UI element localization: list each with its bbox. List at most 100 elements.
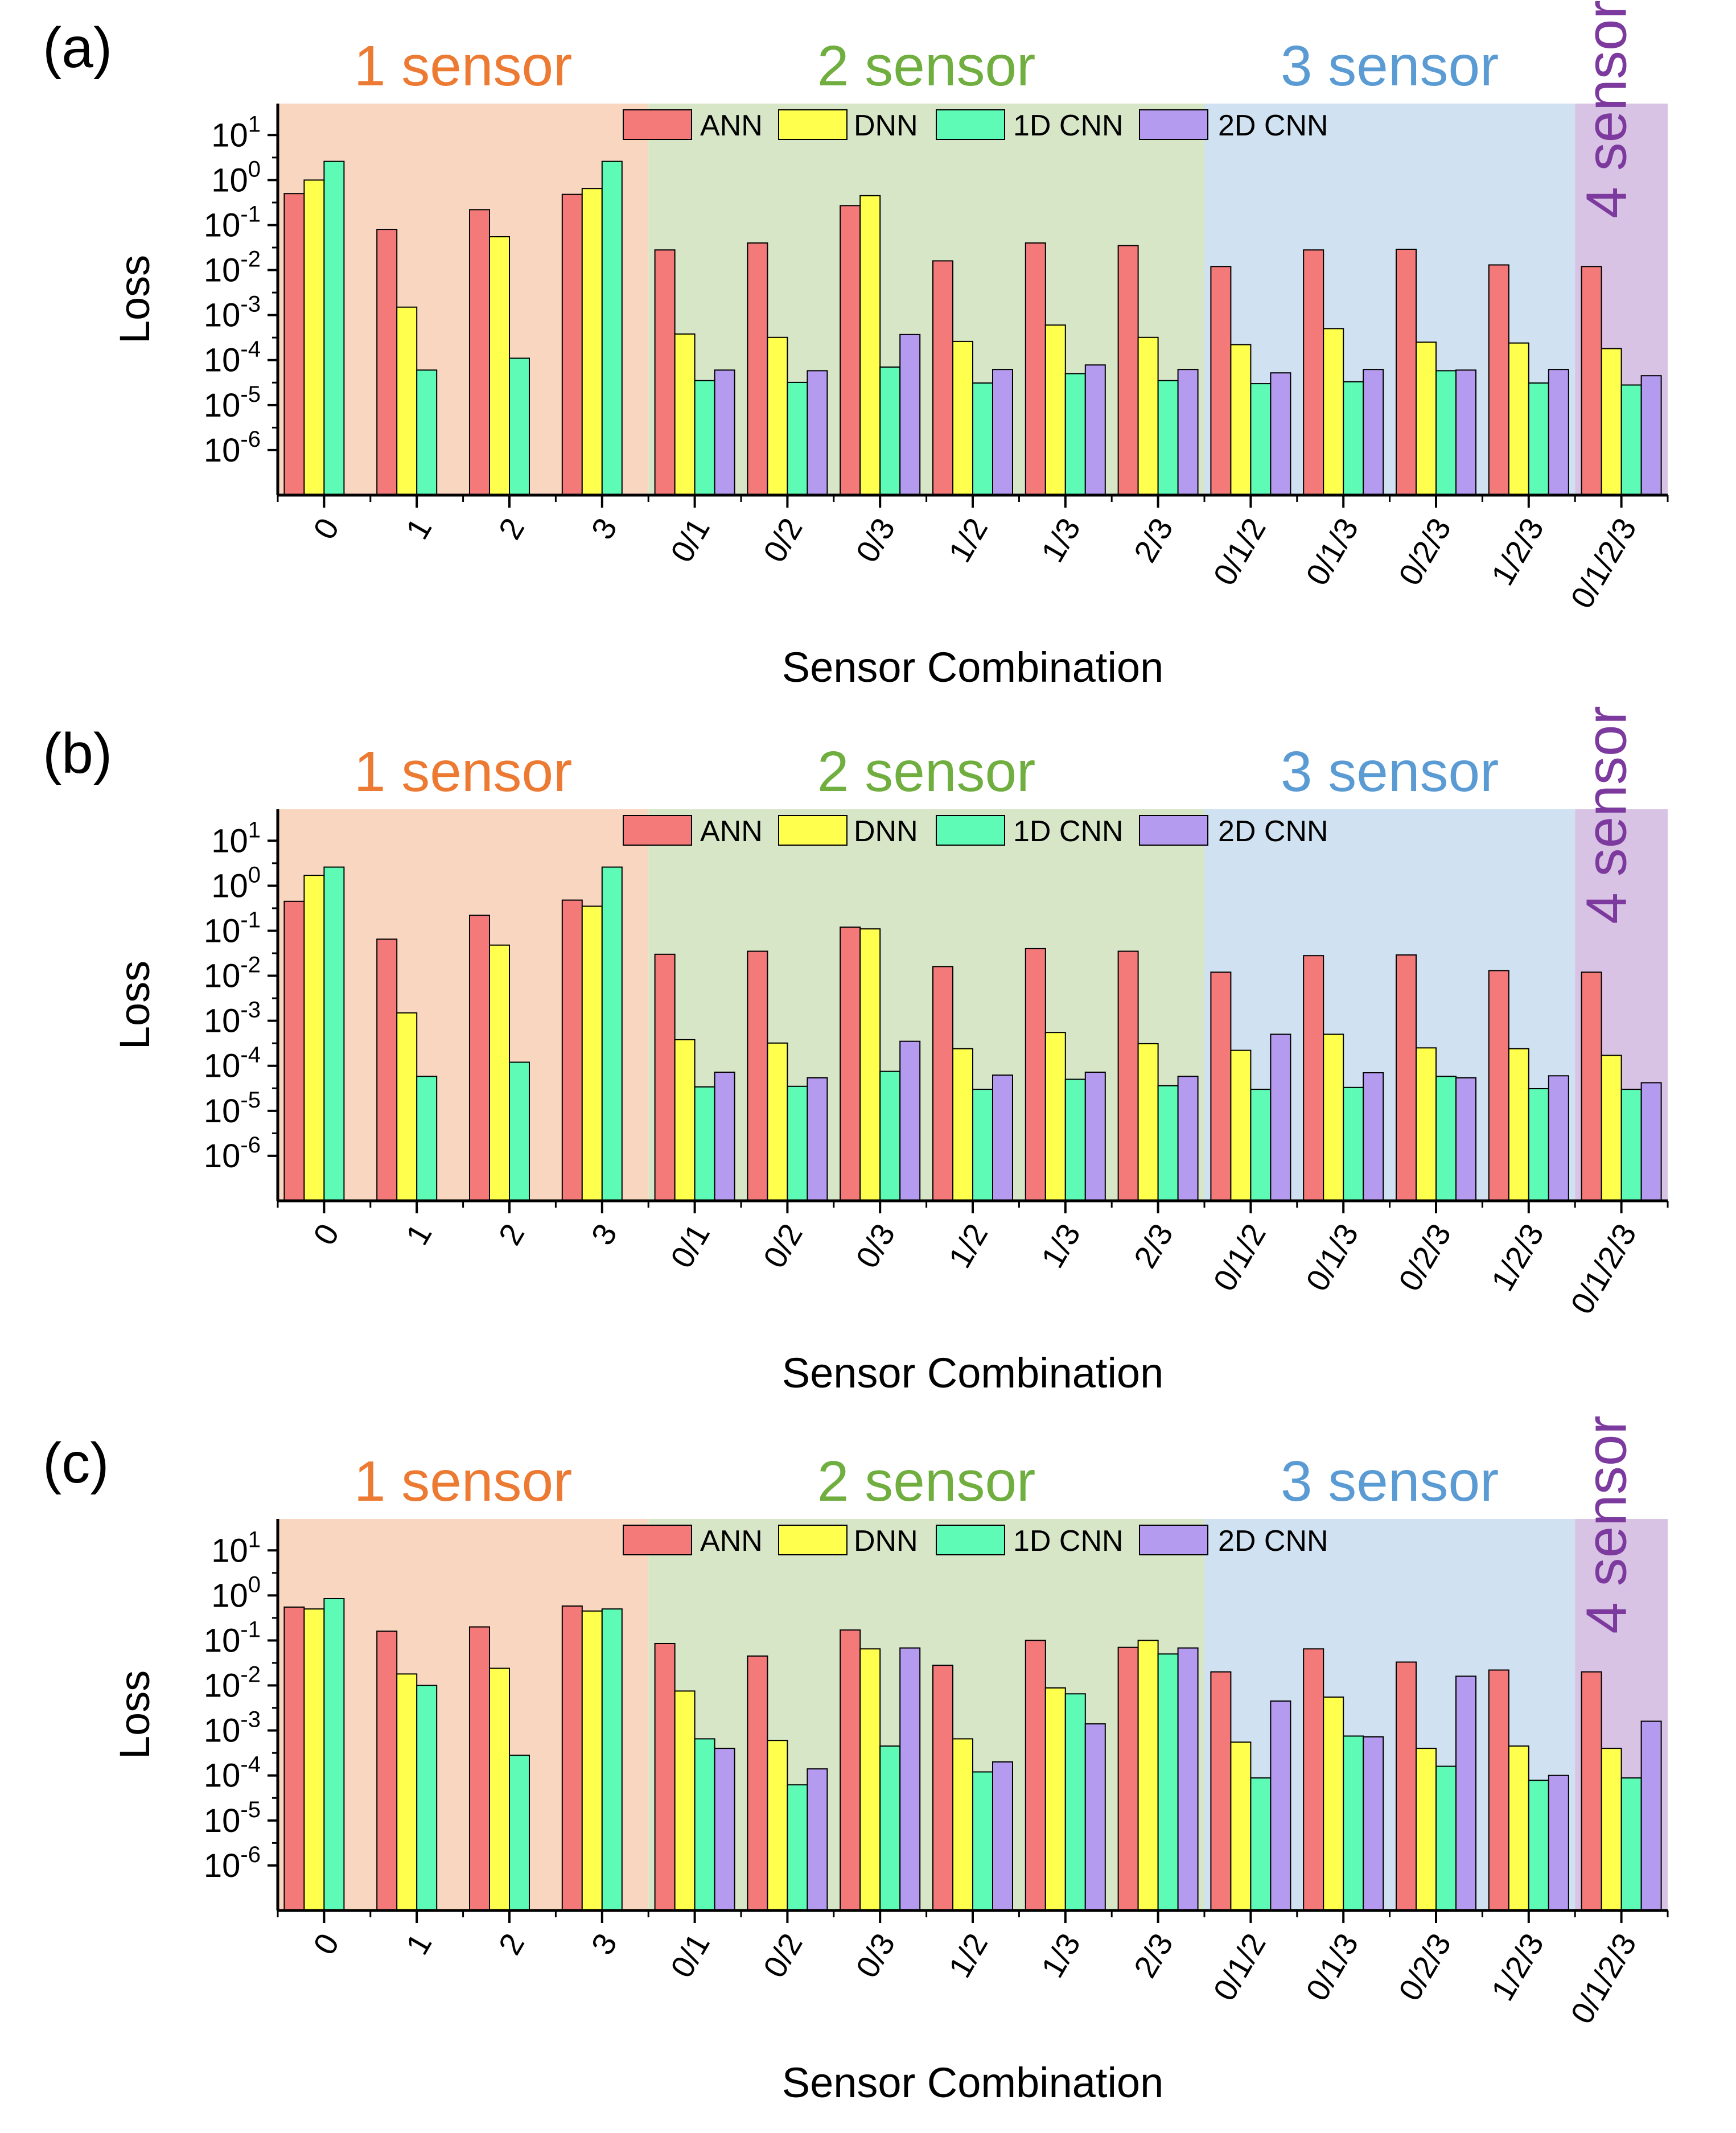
bar [747,1655,768,1911]
bar [1137,1043,1159,1202]
bar [1416,1047,1437,1201]
bar [1548,369,1569,496]
bar [323,160,345,496]
bar [767,1740,788,1911]
legend-swatch [1139,1525,1208,1555]
bar [581,905,603,1201]
legend-swatch [623,815,692,846]
bar [1435,1765,1457,1911]
y-tick-label: 10-4 [204,337,261,379]
bar [396,1012,418,1201]
bar [674,1039,696,1202]
bar [1044,1687,1066,1911]
legend-label: 2D CNN [1218,815,1328,848]
region-label: 1 sensor [354,740,573,804]
legend-swatch [623,1525,692,1555]
bar [489,236,510,496]
panel-label: (c) [43,1431,109,1495]
bar [1137,336,1159,496]
region-label: 3 sensor [1281,34,1499,98]
bar [1581,1671,1602,1911]
bar [932,260,953,496]
bar [1396,1661,1417,1911]
bar [1581,971,1602,1201]
bar [1363,1736,1384,1912]
panel-label: (b) [43,722,112,785]
bar [1363,1072,1384,1201]
bar [509,1755,530,1912]
bar [283,1606,305,1911]
region-background [648,1519,1204,1910]
legend-label: 1D CNN [1013,1525,1124,1558]
y-tick-label: 10-2 [204,1662,261,1704]
legend-swatch [1139,815,1208,846]
bar [469,915,490,1201]
bar [1488,1669,1509,1911]
x-axis-title: Sensor Combination [782,644,1163,691]
bar [1270,1033,1291,1202]
chart-panel-1: (a) 1 sensor 2 sensor 3 sensor 4 sensor10110… [43,0,1669,691]
bar [303,1608,325,1911]
bar [1620,1089,1642,1201]
bar [1137,1640,1159,1911]
bar [561,1605,583,1912]
region-label: 3 sensor [1281,1450,1499,1513]
legend-swatch [778,109,848,140]
bar [747,242,768,496]
bar [1210,971,1232,1201]
bar [1620,384,1642,496]
bar [992,1074,1013,1202]
bar [1230,1049,1252,1201]
bar [840,927,861,1201]
bar [1343,1086,1364,1201]
bar [714,1748,735,1911]
bar [1601,1748,1622,1911]
bar [859,195,881,496]
bar [581,188,603,496]
bar [899,1647,921,1911]
chart-panel-2: (b) 1 sensor 2 sensor 3 sensor 4 sensor10110… [43,706,1669,1397]
bar [1528,1780,1549,1911]
bar [879,1070,901,1201]
legend-swatch [936,1525,1005,1555]
bar [601,160,623,496]
bar [840,205,861,496]
bar [323,866,345,1202]
bar [714,369,735,496]
region-label: 3 sensor [1281,740,1499,804]
bar [654,249,676,496]
bar [654,953,676,1201]
bar [303,875,325,1202]
bar [767,336,788,496]
bar [1117,245,1139,496]
legend-swatch [778,1525,848,1555]
bar [1488,264,1509,496]
legend-label: DNN [854,1525,918,1558]
bar [561,193,583,496]
x-axis-title: Sensor Combination [782,2059,1163,2106]
bar [1177,369,1199,496]
region-label: 2 sensor [817,740,1036,804]
bar [992,369,1013,496]
bar [1250,1089,1272,1201]
region-label: 2 sensor [817,1450,1036,1513]
bar [1343,381,1364,496]
bar [767,1042,788,1201]
region-label: 4 sensor [1575,0,1639,219]
y-tick-label: 100 [211,157,261,199]
bar [1396,954,1417,1201]
bar [509,1061,530,1201]
bar [1508,342,1529,496]
chart-panel-3: (c) 1 sensor 2 sensor 3 sensor 4 sensor10110… [43,1415,1669,2106]
bar [1210,1671,1232,1911]
bar [1025,1640,1046,1911]
bar [1601,348,1622,496]
y-tick-label: 10-5 [204,382,261,424]
y-tick-label: 10-1 [204,907,261,949]
y-tick-label: 10-6 [204,1842,261,1884]
bar [1323,1696,1344,1911]
bar [1250,383,1272,496]
bar [714,1072,735,1201]
bar [972,1771,993,1911]
legend-label: 2D CNN [1218,109,1328,142]
